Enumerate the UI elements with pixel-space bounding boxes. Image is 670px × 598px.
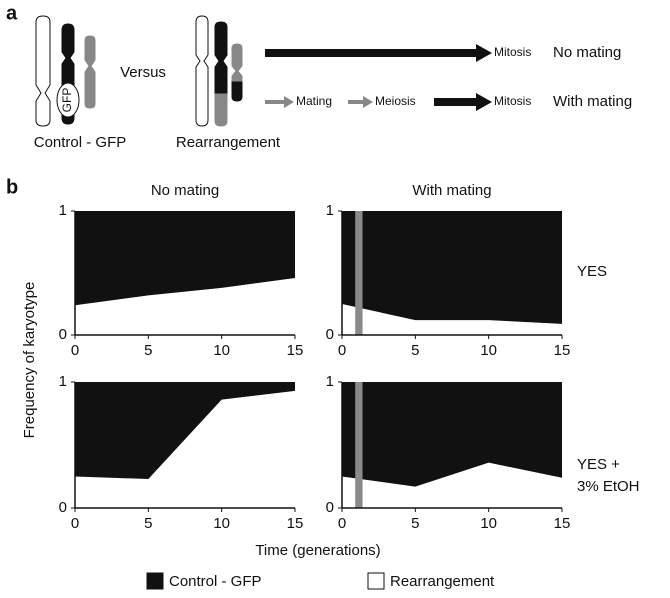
y-tick-label: 0 <box>59 499 67 516</box>
gfp-label: GFP <box>60 88 74 113</box>
row-label: YES + <box>577 456 620 473</box>
row-label: YES <box>577 263 607 280</box>
x-tick-label: 15 <box>287 342 304 359</box>
chart-title: With mating <box>412 182 491 199</box>
x-tick-label: 5 <box>144 515 152 532</box>
panel-label: b <box>6 176 18 198</box>
x-axis-label: Time (generations) <box>255 542 380 559</box>
step-label: Meiosis <box>375 94 416 108</box>
y-tick-label: 0 <box>326 499 334 516</box>
x-tick-label: 0 <box>338 342 346 359</box>
y-axis-label: Frequency of karyotype <box>21 282 38 439</box>
x-tick-label: 15 <box>554 342 571 359</box>
legend-label: Rearrangement <box>390 573 495 590</box>
y-tick-label: 1 <box>326 373 334 390</box>
x-tick-label: 5 <box>411 342 419 359</box>
legend-label: Control - GFP <box>169 573 262 590</box>
y-tick-label: 0 <box>326 326 334 343</box>
chart-title: No mating <box>151 182 219 199</box>
x-tick-label: 10 <box>213 515 230 532</box>
y-tick-label: 0 <box>59 326 67 343</box>
y-tick-label: 1 <box>59 202 67 219</box>
step-label: Mitosis <box>494 45 531 59</box>
panel-label: a <box>6 2 18 24</box>
legend-swatch <box>368 573 384 589</box>
outcome-label: With mating <box>553 93 632 110</box>
x-tick-label: 0 <box>71 515 79 532</box>
diagram-label: Rearrangement <box>176 134 281 151</box>
figure: a GFP Control - GFP Versus Rearrangement… <box>0 0 670 598</box>
x-tick-label: 10 <box>480 515 497 532</box>
x-tick-label: 5 <box>144 342 152 359</box>
highlight-band <box>355 382 362 508</box>
legend-swatch <box>147 573 163 589</box>
step-label: Mating <box>296 94 332 108</box>
outcome-label: No mating <box>553 44 621 61</box>
x-tick-label: 10 <box>213 342 230 359</box>
area <box>342 382 562 487</box>
x-tick-label: 15 <box>287 515 304 532</box>
versus-label: Versus <box>120 64 166 81</box>
y-tick-label: 1 <box>59 373 67 390</box>
x-tick-label: 5 <box>411 515 419 532</box>
x-tick-label: 0 <box>71 342 79 359</box>
step-label: Mitosis <box>494 94 531 108</box>
x-tick-label: 15 <box>554 515 571 532</box>
highlight-band <box>355 211 362 335</box>
x-tick-label: 10 <box>480 342 497 359</box>
diagram-label: Control - GFP <box>34 134 127 151</box>
area <box>342 211 562 324</box>
x-tick-label: 0 <box>338 515 346 532</box>
row-label: 3% EtOH <box>577 478 640 495</box>
y-tick-label: 1 <box>326 202 334 219</box>
